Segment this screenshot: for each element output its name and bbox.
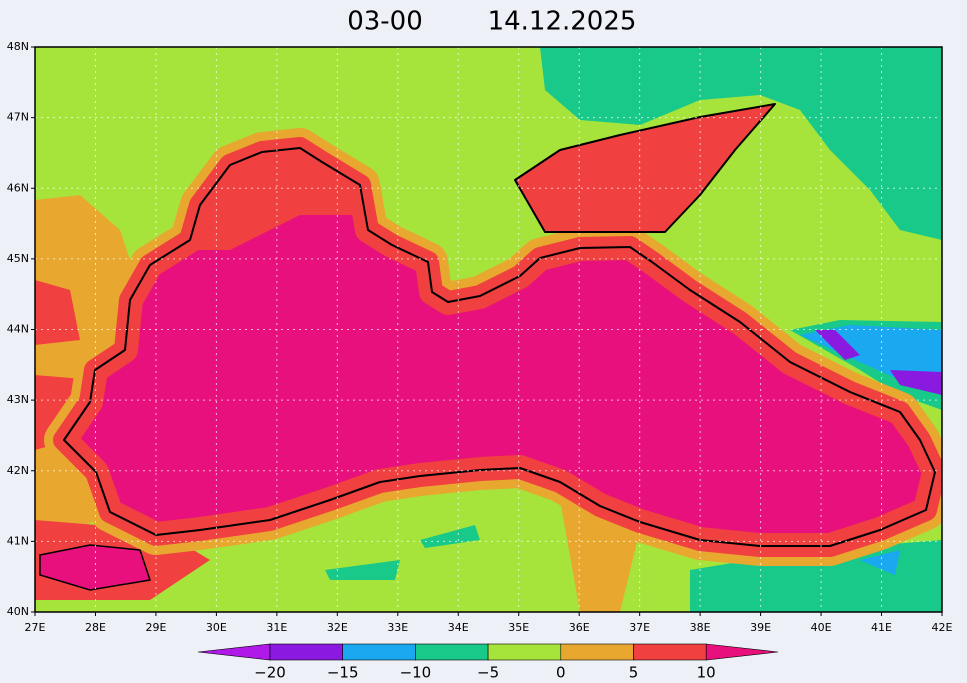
warm-area — [35, 280, 80, 345]
cold-area — [815, 330, 860, 360]
lon-label: 31E — [266, 621, 287, 634]
lat-label: 48N — [7, 40, 29, 53]
colorbar-bin — [487, 643, 562, 661]
marmara-sea — [39, 544, 151, 591]
lon-label: 34E — [448, 621, 469, 634]
colorbar-label: −5 — [477, 664, 499, 682]
lon-label: 38E — [690, 621, 711, 634]
lon-label: 36E — [569, 621, 590, 634]
colorbar-min — [197, 643, 271, 661]
colorbar-label: 0 — [556, 664, 566, 682]
colorbar-bin — [342, 643, 416, 661]
colorbar-label: −20 — [254, 664, 286, 682]
lon-label: 35E — [508, 621, 529, 634]
title-time: 03-00 — [347, 7, 423, 37]
cold-area — [420, 525, 480, 548]
lon-label: 33E — [387, 621, 408, 634]
lon-label: 32E — [327, 621, 348, 634]
lat-label: 46N — [7, 181, 29, 194]
title-date: 14.12.2025 — [488, 7, 637, 37]
lon-label: 41E — [871, 621, 892, 634]
cold-area — [860, 550, 900, 575]
colorbar — [197, 643, 779, 661]
colorbar-label: −15 — [327, 664, 359, 682]
lat-label: 45N — [7, 252, 29, 265]
cold-area — [325, 560, 400, 580]
colorbar-label: 10 — [697, 664, 716, 682]
lat-label: 41N — [7, 534, 29, 547]
cold-area — [890, 370, 942, 395]
nw-shelf — [180, 150, 380, 250]
lat-label: 44N — [7, 323, 29, 336]
lat-label: 47N — [7, 111, 29, 124]
lon-label: 39E — [750, 621, 771, 634]
lon-label: 40E — [811, 621, 832, 634]
colorbar-bin — [633, 643, 707, 661]
lon-label: 42E — [932, 621, 953, 634]
lon-label: 28E — [85, 621, 106, 634]
colorbar-bin — [269, 643, 343, 661]
lon-label: 37E — [629, 621, 650, 634]
cold-area — [540, 47, 942, 240]
colorbar-label: −10 — [400, 664, 432, 682]
lat-label: 40N — [7, 605, 29, 618]
azov-sea — [514, 103, 776, 233]
colorbar-label: 5 — [629, 664, 639, 682]
coastline — [63, 147, 936, 547]
colorbar-bin — [560, 643, 634, 661]
lat-label: 43N — [7, 393, 29, 406]
colorbar-max — [705, 643, 779, 661]
lon-label: 30E — [206, 621, 227, 634]
lat-label: 42N — [7, 464, 29, 477]
map-field — [35, 47, 942, 612]
colorbar-bin — [415, 643, 489, 661]
lon-label: 29E — [145, 621, 166, 634]
lon-label: 27E — [25, 621, 46, 634]
